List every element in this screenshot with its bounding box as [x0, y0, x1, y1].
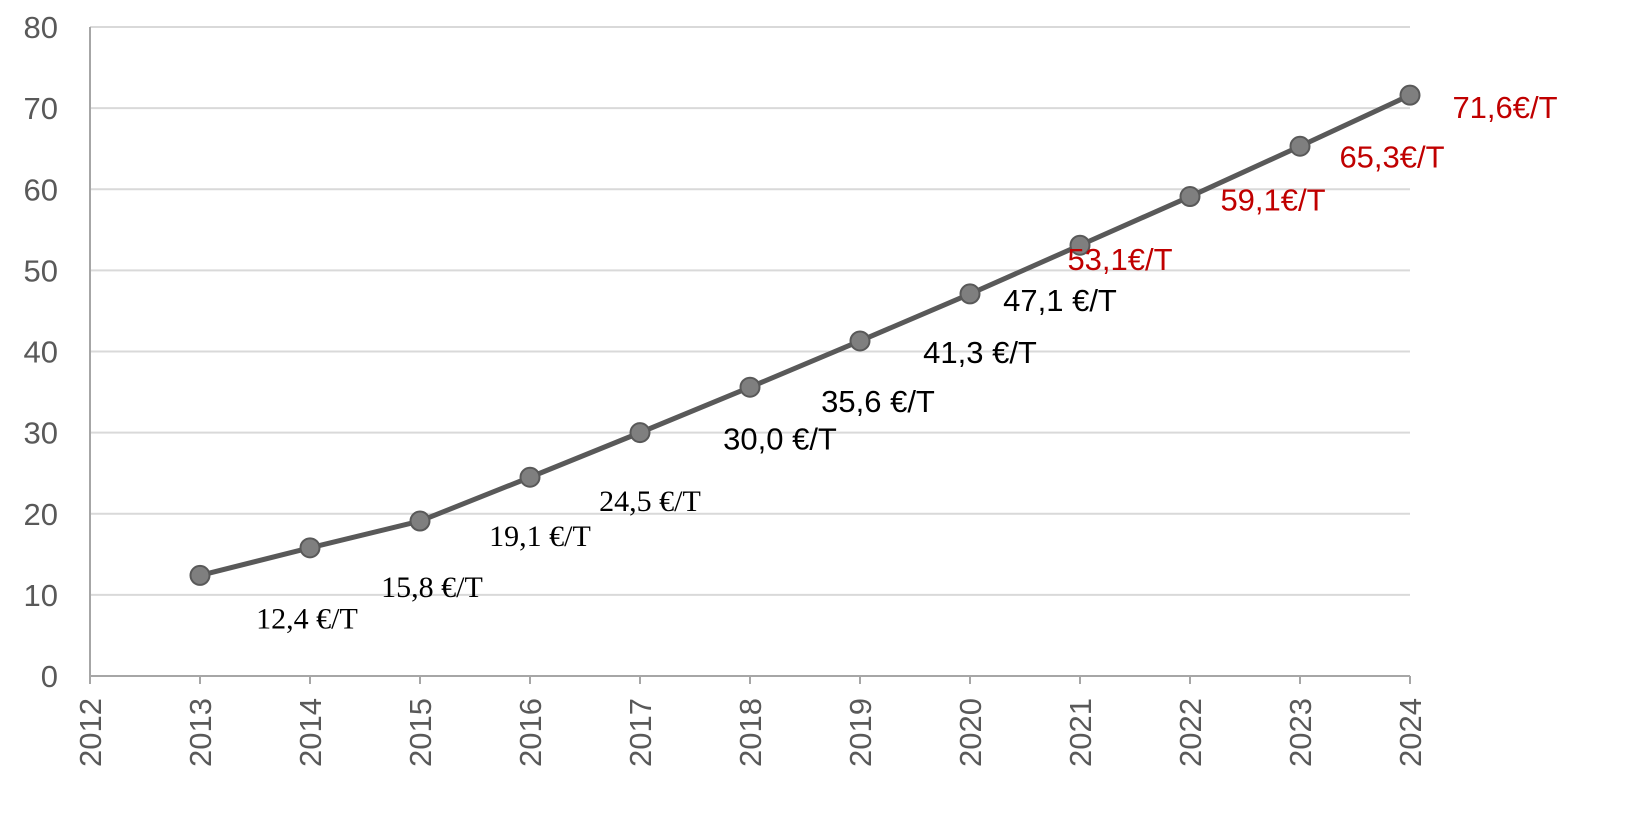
data-label-2015: 19,1 €/T	[489, 520, 591, 553]
axes	[89, 27, 1411, 684]
data-point-2024	[1399, 84, 1421, 106]
data-point-2017	[629, 422, 651, 444]
x-tick-label: 2021	[1063, 698, 1098, 767]
x-tick-label: 2023	[1283, 698, 1318, 767]
data-label-2018: 35,6 €/T	[821, 384, 935, 419]
data-label-2017: 30,0 €/T	[723, 422, 837, 457]
data-point-2018	[739, 376, 761, 398]
y-tick-label: 40	[24, 335, 58, 370]
y-tick-label: 60	[24, 172, 58, 207]
x-tick-label: 2013	[183, 698, 218, 767]
data-point-2021	[1069, 234, 1091, 256]
x-tick-label: 2012	[73, 698, 108, 767]
data-point-2013	[189, 564, 211, 586]
x-tick-label: 2024	[1393, 698, 1428, 767]
y-tick-label: 80	[24, 10, 58, 45]
x-tick-label: 2016	[513, 698, 548, 767]
data-label-2020: 47,1 €/T	[1003, 283, 1117, 318]
x-tick-labels: 2012 2013 2014 2015 2016 2017 2018 2019 2020 2021…	[73, 698, 1428, 767]
data-label-2013: 12,4 €/T	[256, 602, 358, 635]
x-tick-label: 2018	[733, 698, 768, 767]
x-tick-label: 2022	[1173, 698, 1208, 767]
data-point-2023	[1289, 135, 1311, 157]
data-point-2020	[959, 283, 981, 305]
data-point-2022	[1179, 186, 1201, 208]
x-tick-label: 2020	[953, 698, 988, 767]
data-point-2019	[849, 330, 871, 352]
data-label-2016: 24,5 €/T	[599, 485, 701, 518]
y-tick-label: 50	[24, 253, 58, 288]
data-label-2022: 59,1€/T	[1220, 183, 1325, 218]
data-point-2016	[519, 466, 541, 488]
x-tick-label: 2017	[623, 698, 658, 767]
data-points	[189, 84, 1421, 586]
y-tick-label: 20	[24, 497, 58, 532]
y-tick-label: 0	[41, 659, 58, 694]
x-tick-label: 2014	[293, 698, 328, 767]
series-line	[199, 92, 1412, 578]
y-tick-label: 10	[24, 578, 58, 613]
data-label-2023: 65,3€/T	[1339, 139, 1444, 174]
data-point-2014	[299, 537, 321, 559]
y-tick-label: 30	[24, 416, 58, 451]
data-label-2014: 15,8 €/T	[381, 571, 483, 604]
data-point-2015	[409, 510, 431, 532]
gridlines	[90, 26, 1410, 596]
x-tick-label: 2019	[843, 698, 878, 767]
series-line-path	[199, 92, 1412, 578]
data-label-2024: 71,6€/T	[1452, 90, 1557, 125]
data-label-2019: 41,3 €/T	[923, 335, 1037, 370]
x-tick-label: 2015	[403, 698, 438, 767]
y-tick-label: 70	[24, 91, 58, 126]
y-tick-labels: 0 10 20 30 40 50 60 70 80	[24, 10, 58, 694]
data-labels: 12,4 €/T 15,8 €/T19,1 €/T24,5 €/T 30,0 €/T…	[256, 90, 1557, 635]
data-label-2021: 53,1€/T	[1067, 242, 1172, 277]
